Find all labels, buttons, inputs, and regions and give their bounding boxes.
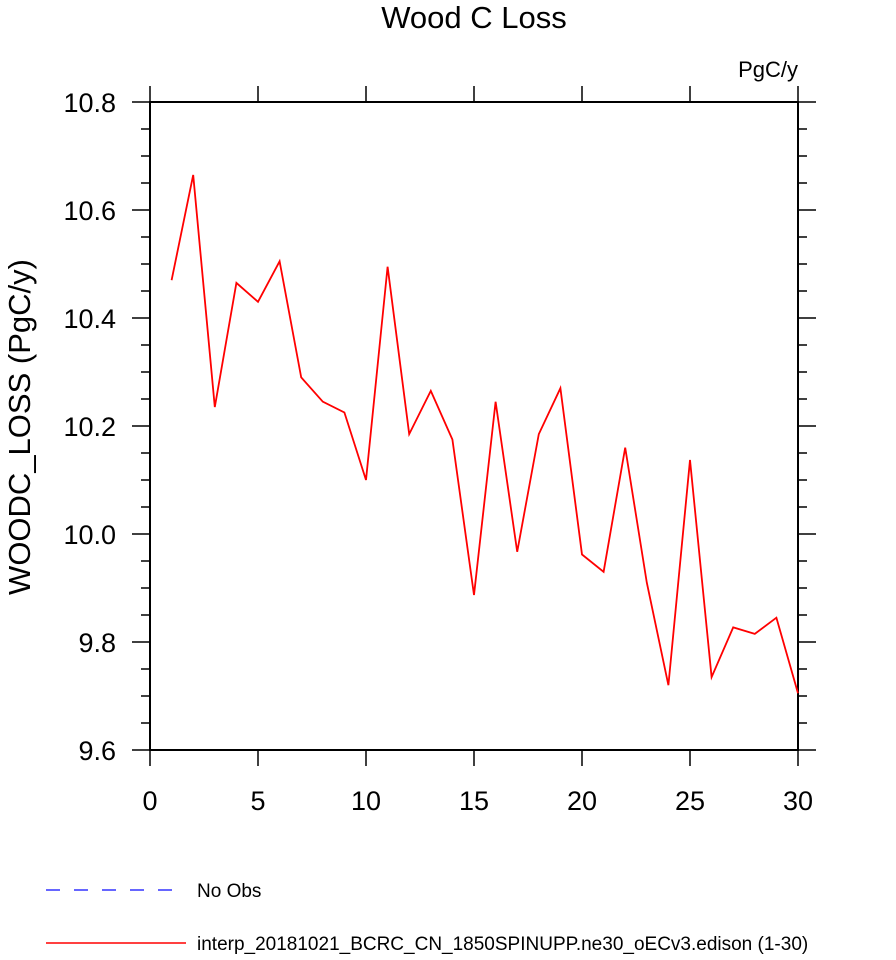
data-point <box>344 412 346 414</box>
y-tick-label: 10.2 <box>63 412 116 442</box>
data-point <box>711 676 713 678</box>
data-point <box>214 406 216 408</box>
data-point <box>516 551 518 553</box>
data-point <box>387 266 389 268</box>
data-point <box>581 554 583 556</box>
data-point <box>797 692 799 694</box>
x-tick-label: 5 <box>250 786 265 816</box>
data-point <box>408 433 410 435</box>
plot-frame <box>149 101 799 751</box>
y-tick-label: 9.8 <box>78 628 116 658</box>
x-tick-label: 20 <box>567 786 597 816</box>
data-point <box>300 377 302 379</box>
x-tick-label: 0 <box>142 786 157 816</box>
data-point <box>430 390 432 392</box>
data-point <box>452 439 454 441</box>
y-tick-label: 9.6 <box>78 736 116 766</box>
series-line <box>170 174 799 694</box>
data-point <box>538 433 540 435</box>
data-point <box>776 617 778 619</box>
data-point <box>473 594 475 596</box>
series-layer <box>170 174 799 694</box>
x-tick-label: 25 <box>675 786 705 816</box>
data-point <box>495 401 497 403</box>
x-tick-label: 30 <box>783 786 813 816</box>
data-point <box>322 401 324 403</box>
data-point <box>192 174 194 176</box>
data-point <box>257 301 259 303</box>
chart-title: Wood C Loss <box>381 0 567 35</box>
data-point <box>365 479 367 481</box>
data-point <box>668 684 670 686</box>
ticks-layer: 0 5 10 15 20 25 30 9.6 9.8 10.0 10.2 10.4 10.6 10.8 <box>63 86 816 816</box>
y-axis-label: WOODC_LOSS (PgC/y) <box>2 259 37 595</box>
y-tick-label: 10.8 <box>63 88 116 118</box>
x-tick-label: 15 <box>459 786 489 816</box>
data-point <box>732 627 734 629</box>
y-tick-label: 10.0 <box>63 520 116 550</box>
data-point <box>171 279 173 281</box>
data-point <box>646 582 648 584</box>
data-point <box>689 459 691 461</box>
legend-label: No Obs <box>197 881 261 902</box>
y-tick-label: 10.4 <box>63 304 116 334</box>
data-point <box>624 447 626 449</box>
x-tick-label: 10 <box>351 786 381 816</box>
legend: No Obs interp_20181021_BCRC_CN_1850SPINUP… <box>46 881 808 955</box>
data-point <box>754 633 756 635</box>
units-label: PgC/y <box>738 57 798 82</box>
legend-label: interp_20181021_BCRC_CN_1850SPINUPP.ne30… <box>197 934 808 955</box>
data-point <box>279 260 281 262</box>
y-tick-label: 10.6 <box>63 196 116 226</box>
data-point <box>603 571 605 573</box>
data-point <box>236 282 238 284</box>
data-point <box>560 387 562 389</box>
